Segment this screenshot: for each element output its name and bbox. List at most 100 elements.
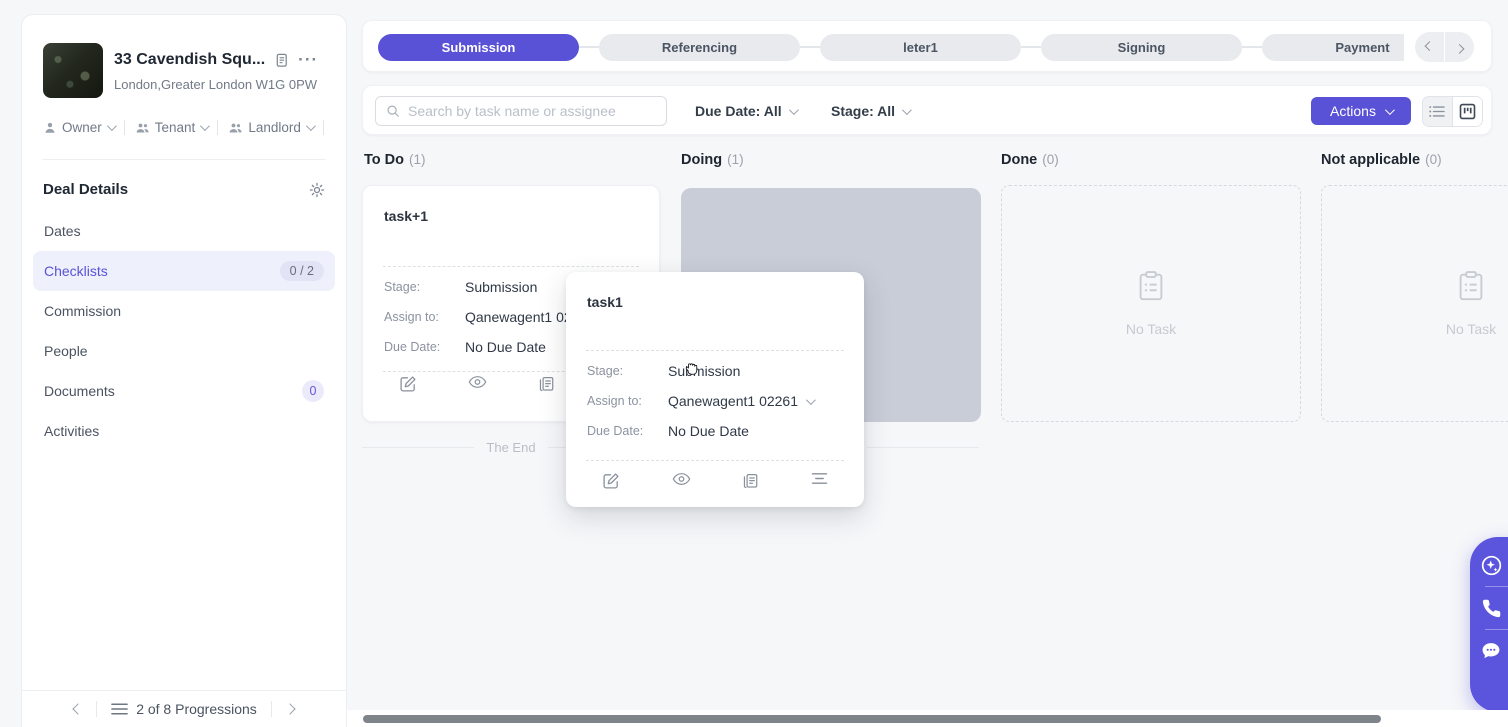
task-card-dragging[interactable]: task1 Stage: Submission Assign to: Qanew… [566, 272, 864, 507]
step-submission[interactable]: Submission [378, 33, 579, 61]
stage-value: Submission [668, 363, 741, 379]
stage-label: Stage: [384, 280, 421, 294]
duplicate-icon[interactable] [742, 472, 759, 490]
step-connector [1021, 46, 1041, 48]
landlord-dropdown[interactable]: Landlord [228, 120, 316, 135]
eye-icon[interactable] [468, 375, 487, 393]
pager-text: 2 of 8 Progressions [136, 701, 257, 717]
horizontal-scrollbar-track[interactable] [347, 710, 1508, 727]
column-title: Done [1001, 152, 1038, 168]
empty-state-done: No Task [1001, 185, 1301, 422]
stage-row: Stage: Submission [384, 279, 643, 295]
checklists-count-badge: 0 / 2 [279, 261, 324, 281]
divider [270, 701, 272, 717]
menu-label: Checklists [44, 263, 108, 279]
stage-filter-label: Stage: All [831, 103, 896, 119]
column-title: To Do [364, 152, 404, 168]
role-label: Landlord [248, 120, 301, 135]
step-connector [1242, 46, 1262, 48]
chevron-down-icon [788, 104, 799, 115]
step-leter1[interactable]: leter1 [820, 33, 1021, 61]
column-header-done: Done (0) [1001, 152, 1059, 168]
list-view-button[interactable] [1423, 97, 1453, 126]
divider [1485, 629, 1508, 630]
assignee-dropdown[interactable]: Qanewagent1 02261 [668, 393, 816, 409]
card-actions [602, 472, 828, 490]
step-payment[interactable]: Payment [1262, 33, 1404, 61]
list-view-icon [1429, 105, 1446, 118]
search-input[interactable] [408, 103, 656, 119]
contact-widget [1470, 537, 1508, 712]
horizontal-scrollbar-thumb[interactable] [363, 715, 1381, 723]
copy-icon[interactable] [274, 52, 289, 68]
stepper-prev-button[interactable] [1415, 32, 1444, 62]
task-title: task+1 [384, 208, 428, 224]
no-task-text: No Task [1445, 321, 1497, 337]
owner-dropdown[interactable]: Owner [43, 120, 117, 135]
due-date-value: No Due Date [668, 423, 749, 439]
people-icon [135, 121, 150, 135]
more-icon[interactable]: ··· [298, 50, 319, 69]
due-date-row: Due Date: No Due Date [384, 339, 643, 355]
pager-center[interactable]: 2 of 8 Progressions [111, 701, 257, 717]
chat-icon[interactable] [1479, 640, 1508, 662]
edit-icon[interactable] [602, 472, 620, 490]
column-header-doing: Doing (1) [681, 152, 744, 168]
stepper-nav [1415, 32, 1474, 62]
phone-icon[interactable] [1479, 597, 1508, 619]
edit-icon[interactable] [399, 375, 417, 393]
column-title: Doing [681, 152, 723, 168]
person-icon [43, 121, 57, 135]
board-view-button[interactable] [1452, 97, 1482, 126]
sidebar-item-commission[interactable]: Commission [33, 291, 335, 331]
actions-label: Actions [1330, 103, 1376, 119]
sidebar-item-checklists[interactable]: Checklists 0 / 2 [33, 251, 335, 291]
property-address: London,Greater London W1G 0PW [114, 77, 318, 92]
duplicate-icon[interactable] [538, 375, 555, 393]
stepper-next-button[interactable] [1445, 32, 1474, 62]
due-date-filter[interactable]: Due Date: All [695, 86, 799, 136]
column-count: (0) [1042, 152, 1059, 167]
sparkle-icon[interactable] [1479, 554, 1508, 576]
step-connector [579, 46, 599, 48]
next-progression-icon[interactable] [284, 703, 296, 715]
divider [322, 120, 324, 135]
sidebar-item-activities[interactable]: Activities [33, 411, 335, 451]
due-date-label: Due Date: [587, 424, 644, 438]
stage-value: Submission [465, 279, 538, 295]
step-referencing[interactable]: Referencing [599, 33, 800, 61]
sidebar-item-documents[interactable]: Documents 0 [33, 371, 335, 411]
column-count: (1) [409, 152, 426, 167]
prev-progression-icon[interactable] [72, 703, 84, 715]
tenant-dropdown[interactable]: Tenant [135, 120, 211, 135]
step-signing[interactable]: Signing [1041, 33, 1242, 61]
task-title: task1 [587, 294, 623, 310]
actions-button[interactable]: Actions [1311, 97, 1411, 125]
step-connector [800, 46, 820, 48]
divider [43, 159, 325, 160]
roles-row: Owner Tenant Landlord [43, 120, 334, 135]
stage-filter[interactable]: Stage: All [831, 86, 912, 136]
sidebar-item-people[interactable]: People [33, 331, 335, 371]
clipboard-icon [1134, 269, 1168, 303]
assignee-row: Assign to: Qanewagent1 02261 [587, 393, 848, 409]
gear-icon[interactable] [309, 182, 325, 198]
sidebar-menu: Dates Checklists 0 / 2 Commission People… [33, 211, 335, 451]
chevron-left-icon [1424, 40, 1435, 51]
due-date-row: Due Date: No Due Date [587, 423, 848, 439]
sidebar-item-dates[interactable]: Dates [33, 211, 335, 251]
board-view-icon [1459, 103, 1476, 120]
documents-count-badge: 0 [302, 380, 324, 402]
notes-icon[interactable] [811, 472, 828, 490]
divider [586, 460, 844, 461]
task-search[interactable] [375, 96, 667, 126]
chevron-down-icon [200, 121, 211, 132]
divider [383, 266, 639, 267]
eye-icon[interactable] [672, 472, 691, 490]
empty-state: No Task [1322, 269, 1508, 337]
deal-sidebar: 33 Cavendish Squ... ··· London,Greater L… [21, 14, 347, 727]
role-label: Owner [62, 120, 102, 135]
divider [586, 350, 844, 351]
deal-details-header: Deal Details [43, 181, 325, 198]
assignee-dropdown[interactable]: Qanewagent1 02261 [465, 309, 613, 325]
